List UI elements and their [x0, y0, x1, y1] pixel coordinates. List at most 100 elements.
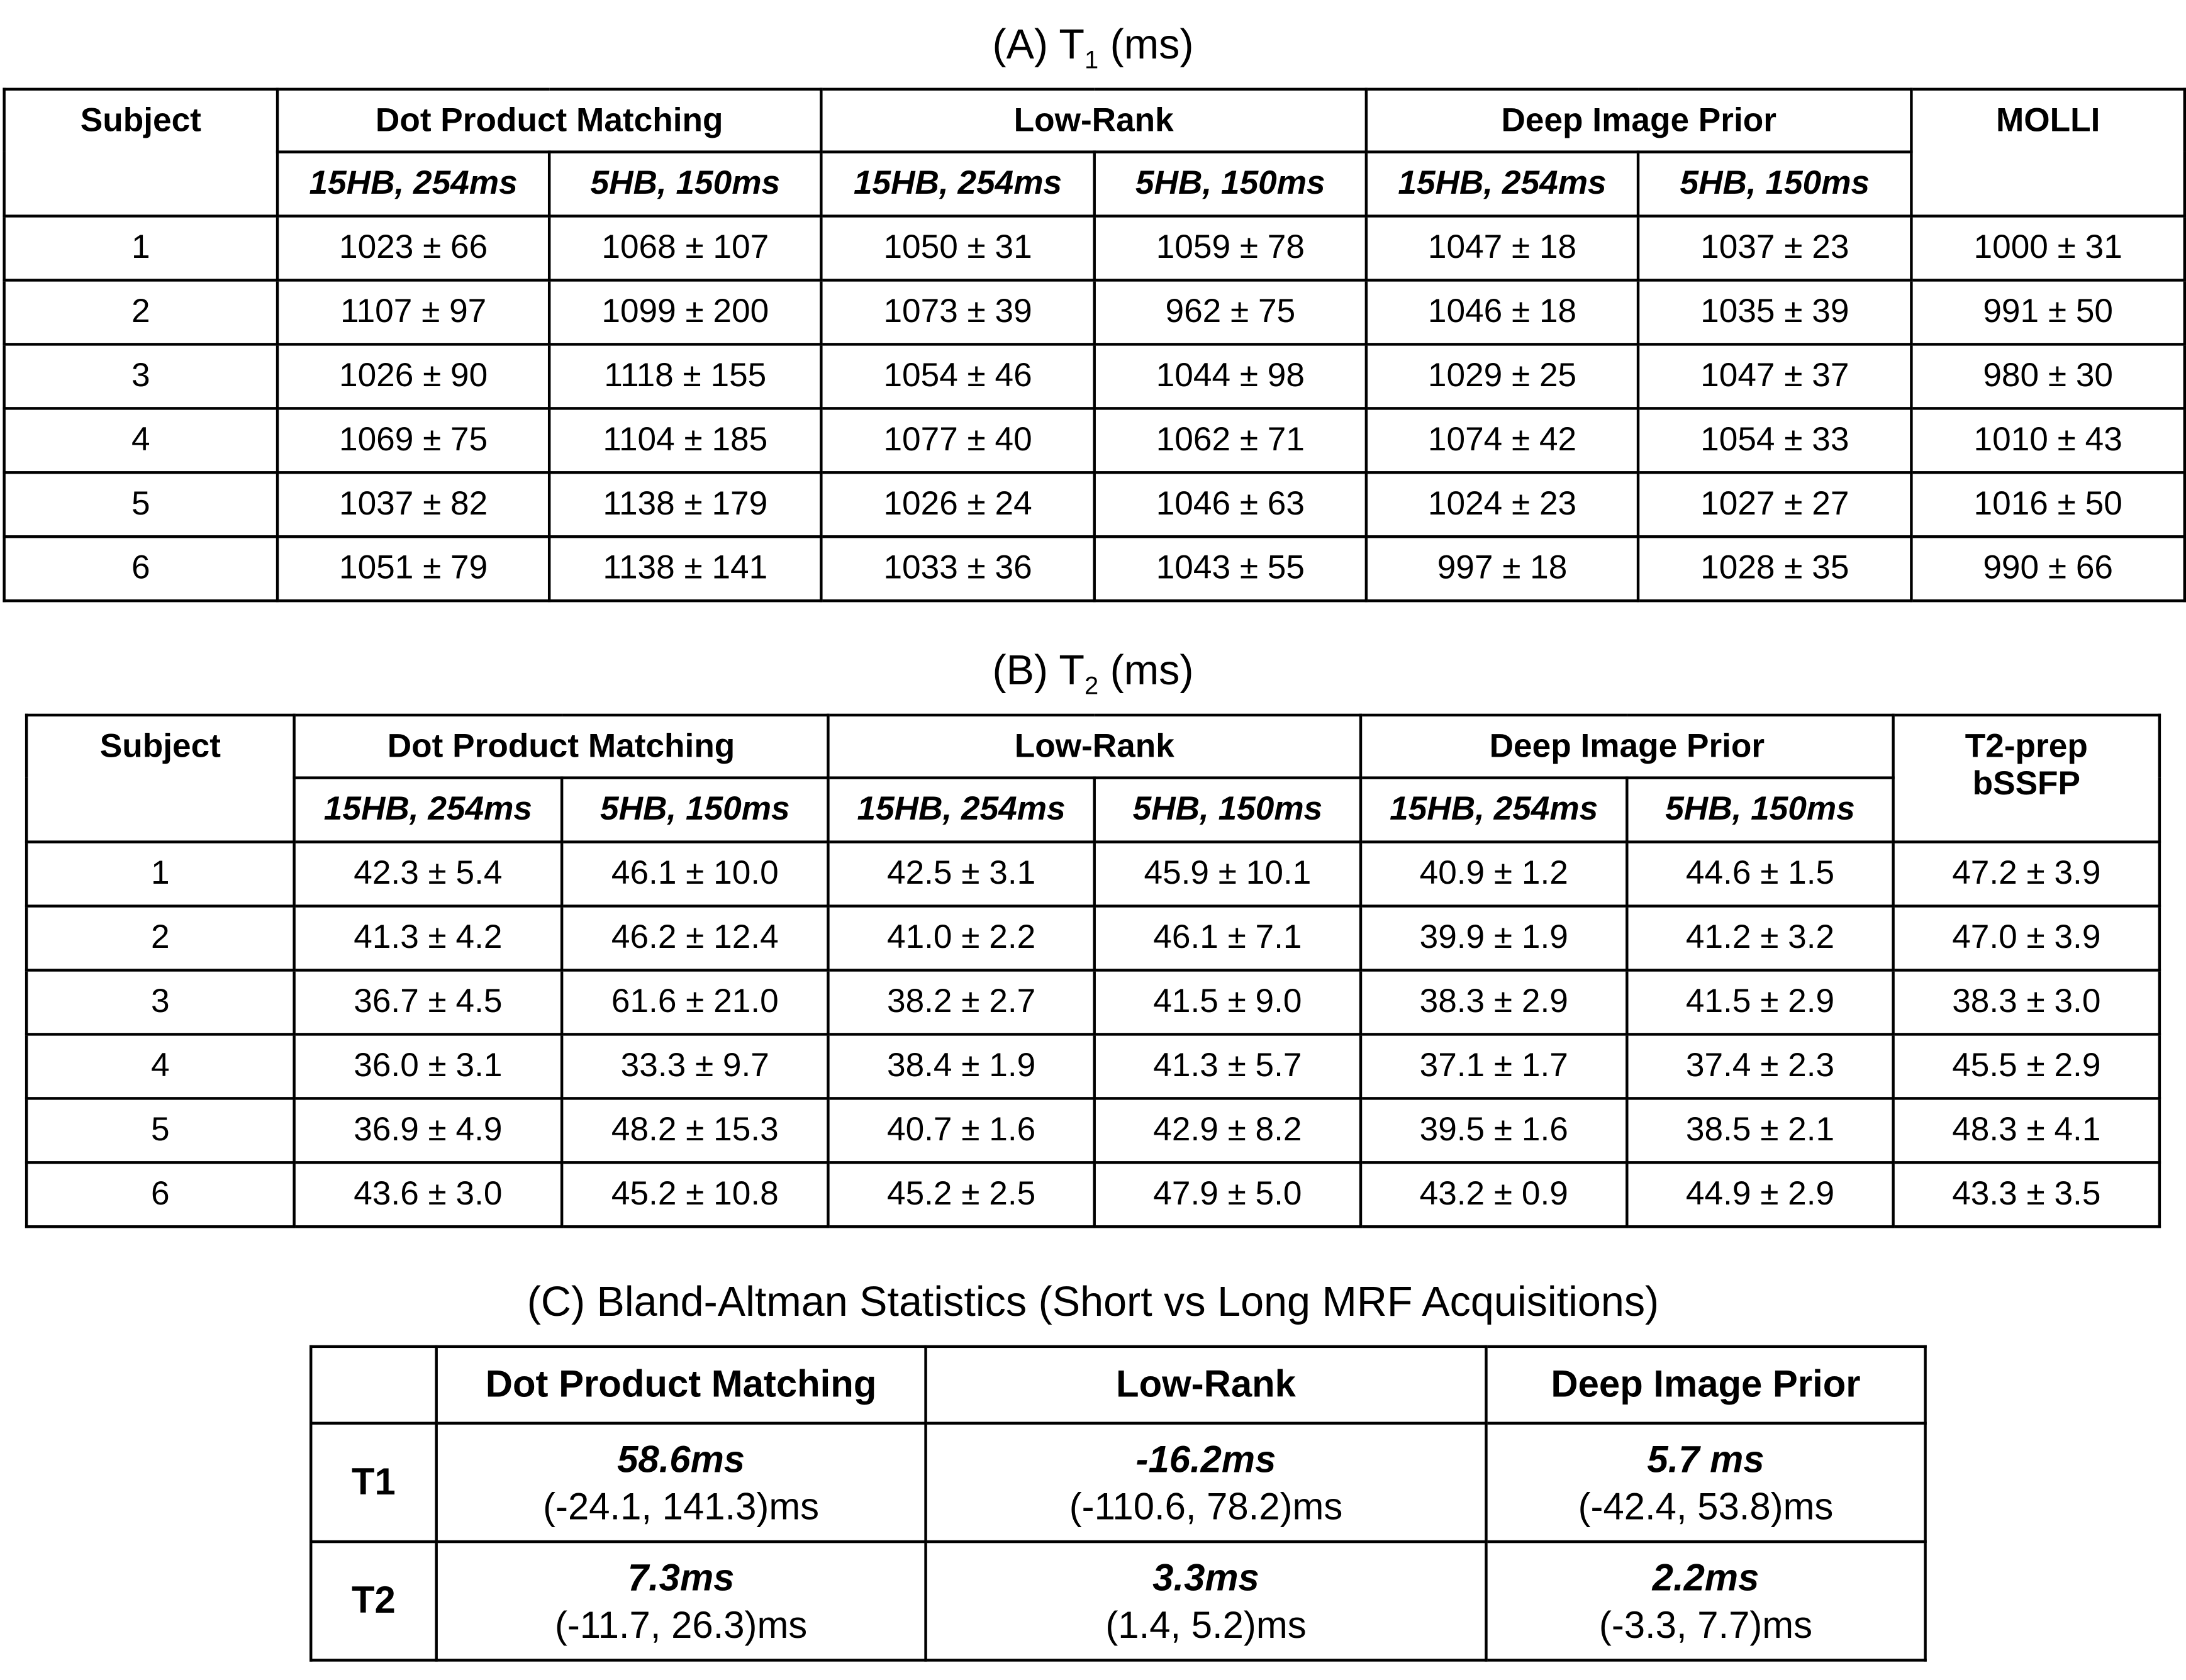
- value-cell: 1107 ± 97: [276, 279, 551, 346]
- row-label: T2: [309, 1540, 438, 1662]
- column-subheader: 15HB, 254ms: [1364, 150, 1640, 218]
- column-subheader: 5HB, 150ms: [1093, 150, 1368, 218]
- value-cell: 1054 ± 33: [1636, 407, 1913, 474]
- value-cell: 48.2 ± 15.3: [560, 1097, 830, 1164]
- stat-cell: -16.2ms (-110.6, 78.2)ms: [924, 1421, 1488, 1544]
- table-a: Subject Dot Product Matching Low-Rank Deep …: [3, 87, 2186, 603]
- table-c: Dot Product Matching Low-Rank Deep Image P…: [309, 1345, 1927, 1662]
- value-cell: 48.3 ± 4.1: [1892, 1097, 2161, 1164]
- title-text: (B) T: [992, 648, 1085, 694]
- limits-of-agreement: (1.4, 5.2)ms: [1105, 1603, 1307, 1646]
- table-row: 4 36.0 ± 3.1 33.3 ± 9.7 38.4 ± 1.9 41.3 ± 5.…: [25, 1033, 2161, 1100]
- value-cell: 41.3 ± 5.7: [1093, 1033, 1363, 1100]
- stat-cell: 2.2ms (-3.3, 7.7)ms: [1485, 1540, 1927, 1662]
- table-row: 6 1051 ± 79 1138 ± 141 1033 ± 36 1043 ± 55 99…: [3, 535, 2186, 603]
- table-row: 3 36.7 ± 4.5 61.6 ± 21.0 38.2 ± 2.7 41.5 ± 9…: [25, 969, 2161, 1036]
- value-cell: 46.2 ± 12.4: [560, 904, 830, 972]
- limits-of-agreement: (-11.7, 26.3)ms: [554, 1603, 808, 1646]
- value-cell: 45.2 ± 10.8: [560, 1161, 830, 1228]
- value-cell: 44.9 ± 2.9: [1626, 1161, 1895, 1228]
- value-cell: 41.2 ± 3.2: [1626, 904, 1895, 972]
- value-cell: 1099 ± 200: [547, 279, 823, 346]
- subject-cell: 6: [3, 535, 279, 603]
- value-cell: 43.3 ± 3.5: [1892, 1161, 2161, 1228]
- value-cell: 1043 ± 55: [1093, 535, 1368, 603]
- table-row: 2 41.3 ± 4.2 46.2 ± 12.4 41.0 ± 2.2 46.1 ± 7…: [25, 904, 2161, 972]
- value-cell: 1035 ± 39: [1636, 279, 1913, 346]
- value-cell: 1029 ± 25: [1364, 343, 1640, 410]
- table-row: T1 58.6ms (-24.1, 141.3)ms -16.2ms (-110.6, …: [309, 1421, 1927, 1544]
- column-subheader: 5HB, 150ms: [1626, 776, 1895, 843]
- mean-bias: 7.3ms: [627, 1556, 735, 1598]
- value-cell: 37.1 ± 1.7: [1359, 1033, 1629, 1100]
- column-header: Dot Product Matching: [435, 1345, 927, 1425]
- value-cell: 41.5 ± 2.9: [1626, 969, 1895, 1036]
- table-row: 5 1037 ± 82 1138 ± 179 1026 ± 24 1046 ± 63 10…: [3, 471, 2186, 538]
- column-header: Deep Image Prior: [1364, 87, 1913, 153]
- column-header: T2-prep bSSFP: [1892, 713, 2161, 843]
- value-cell: 40.7 ± 1.6: [827, 1097, 1096, 1164]
- title-subscript: 1: [1084, 46, 1099, 74]
- limits-of-agreement: (-3.3, 7.7)ms: [1598, 1603, 1813, 1646]
- value-cell: 1138 ± 141: [547, 535, 823, 603]
- column-header: Low-Rank: [827, 713, 1363, 779]
- table-c-title: (C) Bland-Altman Statistics (Short vs Lo…: [527, 1279, 1659, 1326]
- value-cell: 1028 ± 35: [1636, 535, 1913, 603]
- value-cell: 1068 ± 107: [547, 214, 823, 282]
- value-cell: 33.3 ± 9.7: [560, 1033, 830, 1100]
- value-cell: 1138 ± 179: [547, 471, 823, 538]
- column-subheader: 15HB, 254ms: [276, 150, 551, 218]
- column-header: MOLLI: [1910, 87, 2186, 218]
- value-cell: 1054 ± 46: [820, 343, 1096, 410]
- table-row: T2 7.3ms (-11.7, 26.3)ms 3.3ms (1.4, 5.2)ms 2…: [309, 1540, 1927, 1662]
- table-b: Subject Dot Product Matching Low-Rank Deep …: [25, 713, 2161, 1228]
- column-header: Low-Rank: [924, 1345, 1488, 1425]
- value-cell: 1077 ± 40: [820, 407, 1096, 474]
- value-cell: 980 ± 30: [1910, 343, 2186, 410]
- mean-bias: 58.6ms: [617, 1438, 745, 1480]
- value-cell: 41.3 ± 4.2: [293, 904, 564, 972]
- value-cell: 1059 ± 78: [1093, 214, 1368, 282]
- value-cell: 46.1 ± 10.0: [560, 840, 830, 908]
- subject-cell: 5: [25, 1097, 296, 1164]
- value-cell: 40.9 ± 1.2: [1359, 840, 1629, 908]
- subject-cell: 4: [25, 1033, 296, 1100]
- column-header: Subject: [25, 713, 296, 843]
- column-subheader: 15HB, 254ms: [293, 776, 564, 843]
- column-subheader: 5HB, 150ms: [1093, 776, 1363, 843]
- table-row: 1 42.3 ± 5.4 46.1 ± 10.0 42.5 ± 3.1 45.9 ± 1…: [25, 840, 2161, 908]
- title-text: (A) T: [992, 22, 1085, 69]
- value-cell: 1027 ± 27: [1636, 471, 1913, 538]
- header-row: Subject Dot Product Matching Low-Rank Deep …: [25, 713, 2161, 843]
- value-cell: 39.9 ± 1.9: [1359, 904, 1629, 972]
- value-cell: 39.5 ± 1.6: [1359, 1097, 1629, 1164]
- value-cell: 1047 ± 18: [1364, 214, 1640, 282]
- title-subscript: 2: [1084, 672, 1099, 700]
- value-cell: 1026 ± 90: [276, 343, 551, 410]
- value-cell: 1118 ± 155: [547, 343, 823, 410]
- value-cell: 1046 ± 63: [1093, 471, 1368, 538]
- value-cell: 1050 ± 31: [820, 214, 1096, 282]
- table-row: 5 36.9 ± 4.9 48.2 ± 15.3 40.7 ± 1.6 42.9 ± 8…: [25, 1097, 2161, 1164]
- column-header: Dot Product Matching: [276, 87, 823, 153]
- value-cell: 46.1 ± 7.1: [1093, 904, 1363, 972]
- subject-cell: 6: [25, 1161, 296, 1228]
- column-header: [309, 1345, 438, 1425]
- value-cell: 41.0 ± 2.2: [827, 904, 1096, 972]
- mean-bias: 3.3ms: [1152, 1556, 1259, 1598]
- value-cell: 997 ± 18: [1364, 535, 1640, 603]
- limits-of-agreement: (-24.1, 141.3)ms: [543, 1485, 820, 1527]
- subject-cell: 3: [3, 343, 279, 410]
- value-cell: 38.3 ± 2.9: [1359, 969, 1629, 1036]
- row-label: T1: [309, 1421, 438, 1544]
- table-b-title: (B) T2 (ms): [0, 648, 2186, 701]
- value-cell: 47.2 ± 3.9: [1892, 840, 2161, 908]
- header-row: Dot Product Matching Low-Rank Deep Image P…: [309, 1345, 1927, 1425]
- value-cell: 45.9 ± 10.1: [1093, 840, 1363, 908]
- table-a-title: (A) T1 (ms): [0, 22, 2186, 75]
- value-cell: 962 ± 75: [1093, 279, 1368, 346]
- value-cell: 36.9 ± 4.9: [293, 1097, 564, 1164]
- stat-cell: 5.7 ms (-42.4, 53.8)ms: [1485, 1421, 1927, 1544]
- value-cell: 1000 ± 31: [1910, 214, 2186, 282]
